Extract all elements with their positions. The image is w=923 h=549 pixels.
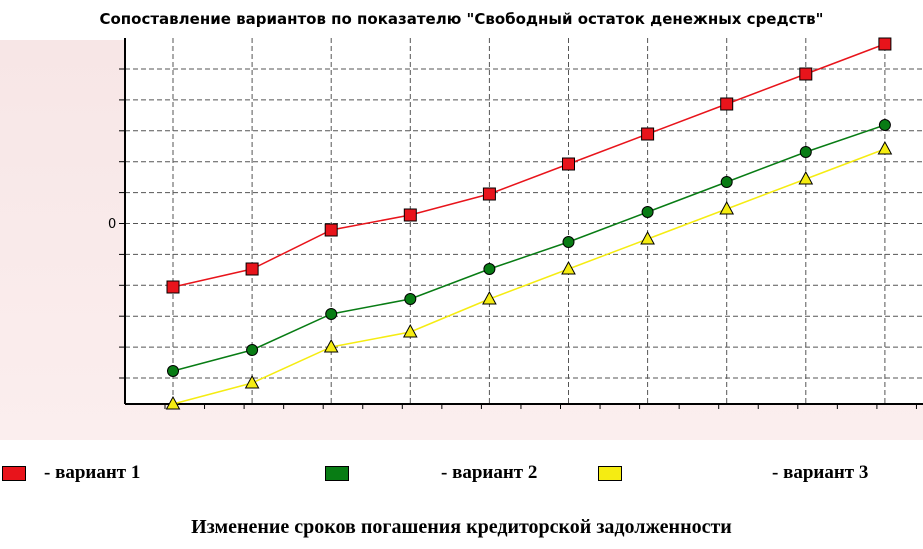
legend-label-2: - вариант 2 bbox=[441, 462, 538, 483]
data-point-s3-5 bbox=[482, 290, 497, 305]
legend-swatch-3 bbox=[598, 465, 622, 481]
series-line-2 bbox=[172, 124, 886, 372]
data-point-s2-3 bbox=[325, 308, 338, 320]
axes bbox=[119, 38, 923, 409]
legend-label-3: - вариант 3 bbox=[772, 462, 869, 483]
series-markers bbox=[165, 37, 893, 410]
y-tick-label: 0 bbox=[108, 217, 116, 232]
legend-swatch-2 bbox=[325, 465, 349, 481]
series-lines bbox=[172, 43, 886, 405]
data-point-s3-2 bbox=[244, 374, 260, 389]
plot-area bbox=[125, 38, 923, 404]
data-point-s2-1 bbox=[167, 365, 179, 377]
data-point-s1-3 bbox=[324, 223, 338, 237]
data-point-s1-2 bbox=[245, 262, 259, 276]
data-point-s1-4 bbox=[403, 208, 417, 222]
data-point-s1-6 bbox=[562, 157, 575, 171]
legend-swatch-1 bbox=[2, 465, 26, 481]
data-point-s3-8 bbox=[719, 200, 735, 215]
legend-label-1: - вариант 1 bbox=[44, 462, 141, 483]
data-point-s2-5 bbox=[483, 263, 496, 275]
data-point-s3-3 bbox=[323, 338, 339, 353]
legend-item-3: - вариант 3 bbox=[598, 462, 868, 484]
data-point-s2-4 bbox=[404, 293, 417, 305]
data-point-s3-9 bbox=[798, 170, 814, 185]
chart-title: Сопоставление вариантов по показателю "С… bbox=[99, 10, 824, 28]
data-point-s3-4 bbox=[402, 323, 418, 338]
legend-item-1: - вариант 1 bbox=[2, 462, 140, 484]
data-point-s2-8 bbox=[720, 176, 733, 188]
data-point-s2-7 bbox=[641, 206, 654, 218]
data-point-s3-6 bbox=[561, 260, 576, 275]
data-point-s1-8 bbox=[720, 97, 734, 111]
data-point-s2-6 bbox=[562, 236, 575, 248]
legend-item-2: - вариант 2 bbox=[325, 462, 537, 484]
series-line-1 bbox=[172, 43, 886, 288]
data-point-s3-10 bbox=[877, 140, 893, 155]
data-point-s1-5 bbox=[482, 187, 496, 201]
data-point-s1-9 bbox=[799, 67, 813, 81]
data-point-s1-1 bbox=[166, 280, 180, 294]
series-line-3 bbox=[172, 148, 886, 405]
data-point-s2-9 bbox=[799, 146, 812, 158]
data-point-s2-10 bbox=[878, 119, 891, 131]
data-point-s2-2 bbox=[246, 344, 259, 356]
data-point-s3-1 bbox=[165, 395, 181, 410]
x-axis-label: Изменение сроков погашения кредиторской … bbox=[191, 516, 732, 538]
data-point-s1-7 bbox=[641, 127, 655, 141]
data-point-s1-10 bbox=[878, 37, 892, 51]
data-point-s3-7 bbox=[640, 230, 655, 245]
